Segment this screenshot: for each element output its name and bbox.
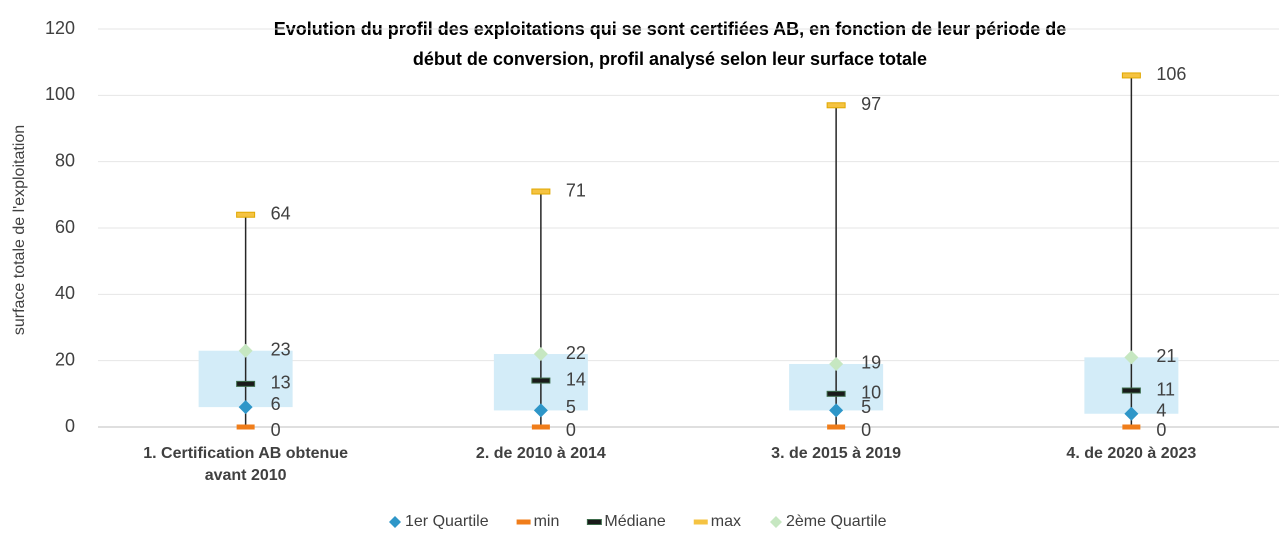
- y-tick-label: 20: [55, 349, 75, 369]
- min-marker: [531, 424, 550, 430]
- chart-title: début de conversion, profil analysé selo…: [413, 49, 927, 69]
- q1-marker: [829, 403, 844, 418]
- median-marker: [531, 377, 551, 384]
- y-tick-label: 0: [65, 416, 75, 436]
- data-label: 0: [861, 420, 871, 440]
- x-tick-label: 4. de 2020 à 2023: [1066, 445, 1197, 462]
- data-label: 11: [1156, 379, 1175, 399]
- data-label: 0: [271, 420, 281, 440]
- data-label: 5: [566, 397, 576, 417]
- data-label: 10: [861, 383, 881, 403]
- legend-swatch: [389, 516, 401, 528]
- data-label: 5: [861, 397, 871, 417]
- data-label: 23: [271, 339, 291, 359]
- legend-swatch: [769, 516, 782, 528]
- data-label: 4: [1156, 400, 1166, 420]
- data-label: 71: [566, 180, 586, 200]
- min-marker: [827, 424, 846, 430]
- median-marker: [236, 380, 256, 387]
- q1-marker: [1124, 406, 1139, 421]
- legend-swatch: [693, 519, 708, 525]
- y-tick-label: 40: [55, 283, 75, 303]
- data-label: 97: [861, 94, 881, 114]
- q3-marker: [238, 343, 253, 358]
- y-tick-label: 120: [45, 18, 75, 38]
- median-marker: [1121, 387, 1141, 394]
- legend-label: Médiane: [604, 513, 665, 530]
- legend-label: min: [534, 513, 560, 530]
- max-marker: [531, 188, 551, 195]
- data-label: 106: [1156, 64, 1186, 84]
- q3-marker: [829, 356, 844, 371]
- data-label: 14: [566, 369, 586, 389]
- data-label: 19: [861, 353, 881, 373]
- y-tick-label: 80: [55, 150, 75, 170]
- data-label: 13: [271, 373, 291, 393]
- y-tick-label: 60: [55, 217, 75, 237]
- legend-swatch: [516, 519, 531, 525]
- data-label: 64: [271, 203, 291, 223]
- data-label: 21: [1156, 346, 1176, 366]
- x-tick-label: 3. de 2015 à 2019: [771, 445, 902, 462]
- max-marker: [826, 102, 846, 109]
- min-marker: [236, 424, 255, 430]
- x-tick-label: 2. de 2010 à 2014: [475, 445, 606, 462]
- y-axis-label: surface totale de l'exploitation: [11, 125, 28, 335]
- x-tick-label: 1. Certification AB obtenue avant 2010: [143, 445, 348, 484]
- q1-marker: [533, 403, 548, 418]
- data-label: 22: [566, 343, 586, 363]
- max-marker: [1121, 72, 1141, 79]
- legend-label: max: [711, 513, 741, 530]
- q3-marker: [1124, 350, 1139, 365]
- q1-marker: [238, 400, 253, 415]
- legend-label: 1er Quartile: [405, 513, 489, 530]
- q3-marker: [533, 347, 548, 362]
- min-marker: [1122, 424, 1141, 430]
- data-label: 0: [566, 420, 576, 440]
- data-label: 6: [271, 394, 281, 414]
- legend-swatch: [586, 519, 602, 525]
- median-marker: [826, 390, 846, 397]
- max-marker: [236, 211, 256, 218]
- data-label: 0: [1156, 420, 1166, 440]
- legend-label: 2ème Quartile: [786, 513, 887, 530]
- y-tick-label: 100: [45, 84, 75, 104]
